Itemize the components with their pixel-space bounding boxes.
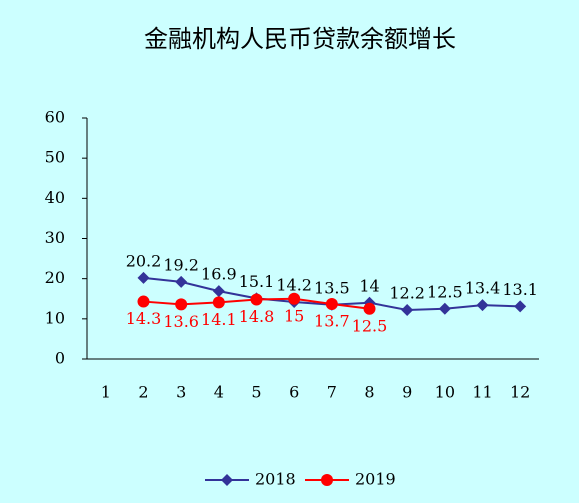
- y-tick-label: 50: [45, 148, 65, 167]
- y-tick-label: 20: [45, 268, 65, 287]
- data-label: 19.2: [163, 255, 199, 274]
- data-label: 14.8: [239, 307, 275, 326]
- data-point: [212, 296, 225, 309]
- data-point: [363, 302, 376, 315]
- x-tick-label: 11: [472, 383, 492, 402]
- y-tick-label: 30: [45, 228, 65, 247]
- data-label: 12.5: [427, 282, 463, 301]
- data-point: [476, 299, 489, 312]
- x-tick-label: 5: [251, 383, 261, 402]
- data-label: 20.2: [126, 251, 162, 270]
- data-label: 12.5: [352, 316, 388, 335]
- data-point: [401, 303, 414, 316]
- data-label: 15.1: [239, 272, 275, 291]
- data-point: [212, 285, 225, 298]
- data-label: 13.7: [314, 311, 350, 330]
- y-tick-label: 0: [55, 349, 65, 368]
- data-label: 14.1: [201, 310, 237, 329]
- legend-marker: [221, 474, 233, 486]
- data-point: [137, 271, 150, 284]
- data-point: [514, 300, 527, 313]
- x-tick-label: 8: [364, 383, 374, 402]
- data-label: 14.3: [126, 309, 162, 328]
- y-tick-label: 10: [45, 308, 65, 327]
- x-tick-label: 3: [176, 383, 186, 402]
- x-tick-label: 9: [402, 383, 412, 402]
- legend-label: 2018: [255, 470, 296, 489]
- x-tick-label: 10: [435, 383, 455, 402]
- x-tick-label: 6: [289, 383, 299, 402]
- data-label: 13.4: [465, 279, 501, 298]
- data-label: 14: [359, 276, 379, 295]
- data-point: [438, 302, 451, 315]
- data-point: [175, 275, 188, 288]
- y-tick-label: 60: [45, 108, 65, 127]
- x-tick-label: 4: [214, 383, 224, 402]
- legend-marker: [321, 474, 333, 486]
- data-label: 15: [284, 306, 304, 325]
- y-tick-label: 40: [45, 188, 65, 207]
- chart-title: 金融机构人民币贷款余额增长: [144, 25, 456, 53]
- data-label: 13.5: [314, 278, 350, 297]
- data-label: 16.9: [201, 265, 237, 284]
- x-tick-label: 1: [101, 383, 111, 402]
- data-point: [288, 292, 301, 305]
- data-label: 14.2: [276, 275, 312, 294]
- legend-label: 2019: [355, 470, 396, 489]
- data-label: 13.1: [502, 280, 538, 299]
- data-label: 12.2: [389, 283, 425, 302]
- x-tick-label: 12: [510, 383, 530, 402]
- data-point: [175, 298, 188, 311]
- data-point: [137, 295, 150, 308]
- data-point: [250, 293, 263, 306]
- x-tick-label: 2: [138, 383, 148, 402]
- x-tick-label: 7: [327, 383, 337, 402]
- data-point: [325, 297, 338, 310]
- data-label: 13.6: [163, 312, 199, 331]
